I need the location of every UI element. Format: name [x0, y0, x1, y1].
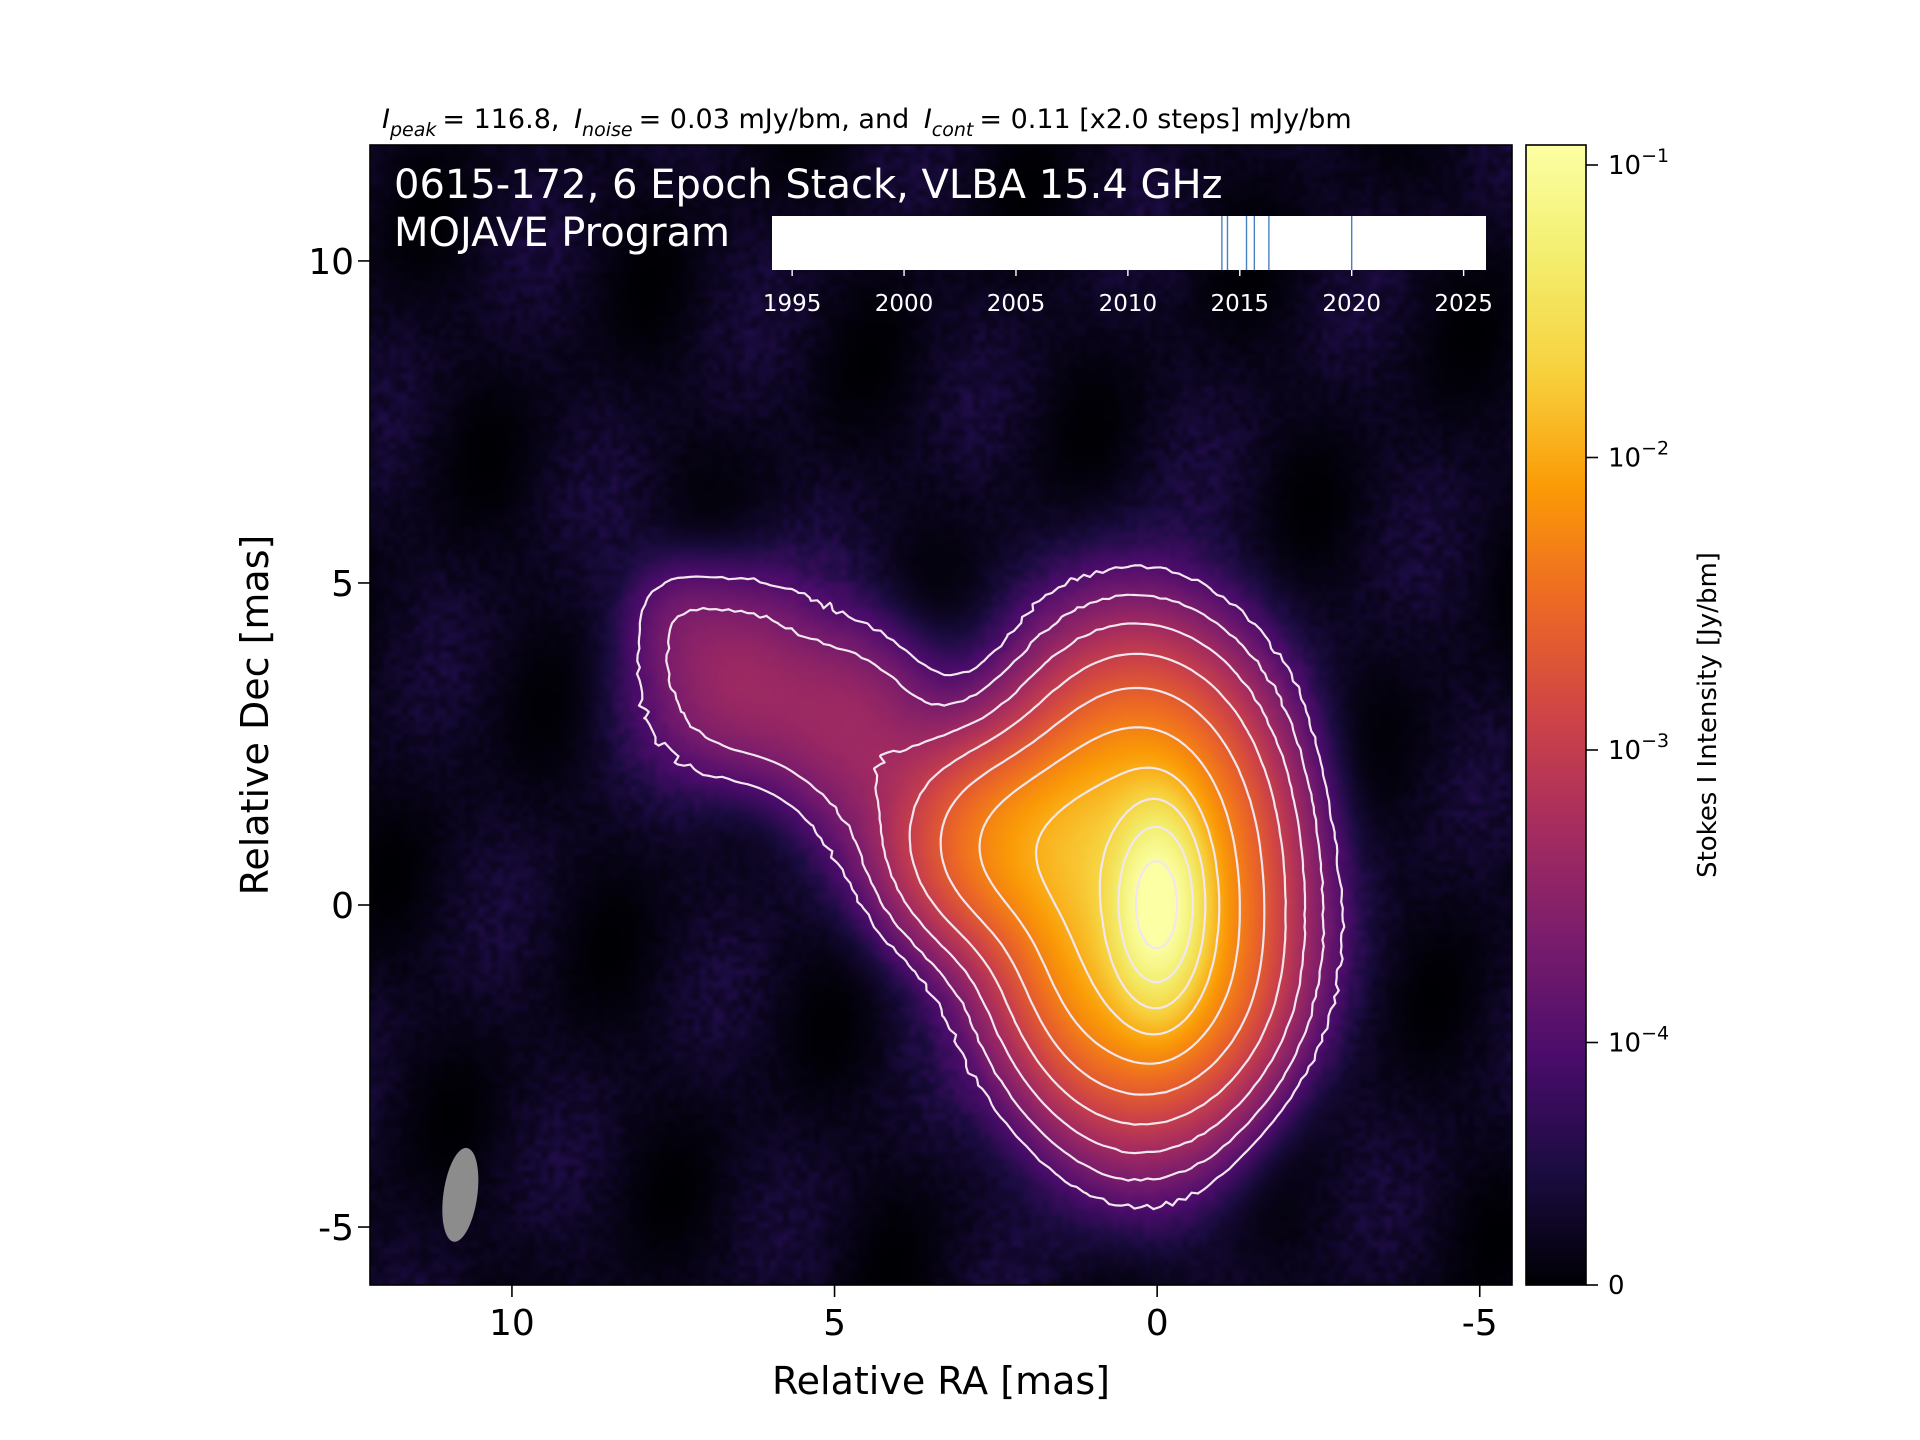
y-tick-label: 0 — [331, 886, 354, 927]
y-axis: 10 5 0 -5 — [308, 242, 370, 1249]
x-axis-label: Relative RA [mas] — [772, 1359, 1110, 1403]
plot-title-line1: 0615-172, 6 Epoch Stack, VLBA 15.4 GHz — [394, 162, 1223, 208]
colorbar — [1525, 144, 1587, 1286]
contour-level — [939, 686, 1266, 1096]
y-tick-label: 5 — [331, 564, 354, 605]
contour-level — [1098, 797, 1207, 1010]
timeline-tick-label: 2010 — [1099, 291, 1158, 317]
timeline-tick-label: 2005 — [987, 291, 1046, 317]
contour-level — [665, 593, 1326, 1182]
timeline-tick-label: 2025 — [1434, 291, 1493, 317]
contour-level — [908, 652, 1287, 1126]
contour-level — [1035, 766, 1221, 1036]
x-tick-label: 10 — [489, 1303, 535, 1344]
timeline-tick-label: 2015 — [1211, 291, 1270, 317]
contour-level — [635, 564, 1346, 1211]
beam-ellipse — [442, 1147, 479, 1242]
colorbar-label: Stokes I Intensity [Jy/bm] — [1693, 552, 1723, 878]
timeline-tick-label: 2020 — [1322, 291, 1381, 317]
contour-level — [873, 622, 1307, 1155]
timeline-axis: 1995 2000 2005 2010 2015 2020 2025 — [763, 270, 1493, 317]
contour-level — [978, 726, 1241, 1065]
contour-layer — [635, 564, 1346, 1211]
colorbar-axis: 10−1 10−2 10−3 10−4 0 — [1586, 145, 1669, 1301]
contour-level — [1117, 825, 1194, 983]
epoch-timeline-box — [772, 216, 1486, 270]
y-axis-label: Relative Dec [mas] — [233, 535, 277, 896]
timeline-tick-label: 1995 — [763, 291, 822, 317]
x-axis: 10 5 0 -5 — [489, 1285, 1498, 1344]
colorbar-tick-label: 10−3 — [1608, 730, 1669, 766]
y-tick-label: -5 — [318, 1208, 354, 1249]
colorbar-tick-label: 10−2 — [1608, 438, 1669, 474]
plot-frame — [369, 144, 1513, 1286]
timeline-tick-label: 2000 — [875, 291, 934, 317]
intensity-image — [370, 145, 1512, 1285]
x-tick-label: -5 — [1462, 1303, 1498, 1344]
x-tick-label: 0 — [1146, 1303, 1169, 1344]
x-tick-label: 5 — [823, 1303, 846, 1344]
contour-level — [1134, 860, 1179, 950]
stats-header: Ipeak = 116.8, Inoise = 0.03 mJy/bm, and I… — [382, 104, 1352, 141]
epoch-markers — [1221, 216, 1353, 270]
colorbar-tick-label: 0 — [1608, 1271, 1625, 1301]
plot-title-line2: MOJAVE Program — [394, 210, 730, 256]
colorbar-tick-label: 10−1 — [1608, 145, 1669, 181]
y-tick-label: 10 — [308, 242, 354, 283]
colorbar-tick-label: 10−4 — [1608, 1023, 1669, 1059]
